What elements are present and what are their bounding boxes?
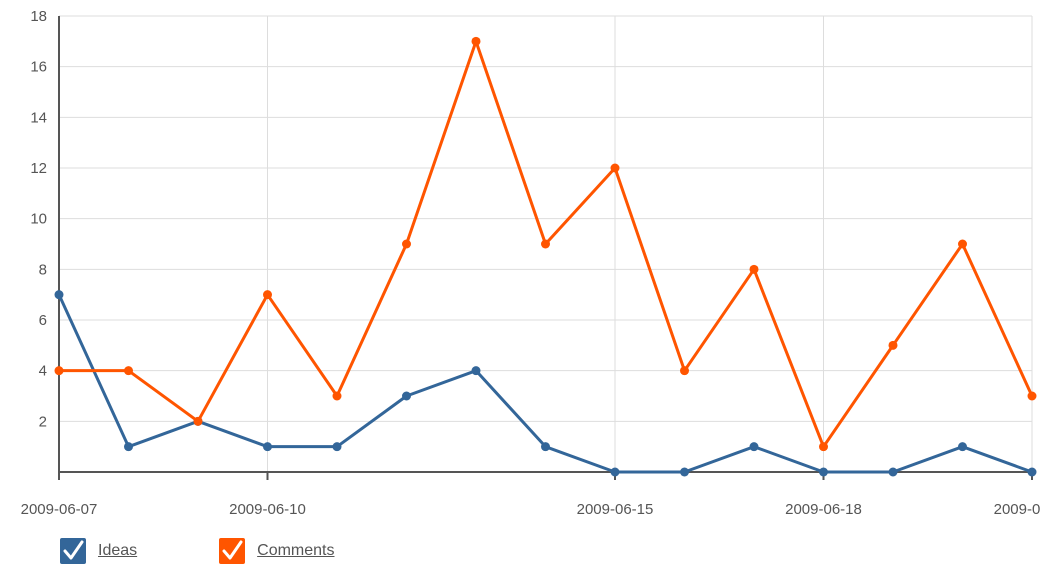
data-point-comments[interactable] [124, 366, 133, 376]
legend-label-ideas[interactable]: Ideas [98, 542, 138, 559]
x-tick-label: 2009-06-15 [577, 501, 654, 518]
y-tick-label: 10 [30, 211, 47, 228]
data-point-comments[interactable] [541, 239, 550, 249]
y-tick-label: 2 [39, 413, 47, 430]
data-point-comments[interactable] [888, 340, 898, 350]
legend-label-comments[interactable]: Comments [257, 542, 335, 559]
data-point-ideas[interactable] [610, 467, 620, 477]
data-point-comments[interactable] [680, 366, 689, 376]
data-point-ideas[interactable] [332, 442, 342, 452]
data-point-comments[interactable] [819, 442, 828, 452]
data-point-ideas[interactable] [263, 442, 272, 452]
data-point-ideas[interactable] [958, 442, 967, 452]
y-tick-label: 6 [39, 312, 47, 329]
x-tick-label: 2009-06-21 [994, 501, 1040, 518]
data-point-comments[interactable] [1027, 391, 1037, 401]
series-lines [54, 36, 1037, 477]
data-point-ideas[interactable] [54, 290, 64, 300]
chart-legend: Ideas Comments [60, 538, 417, 564]
data-point-ideas[interactable] [541, 442, 550, 452]
x-tick-label: 2009-06-07 [21, 501, 98, 518]
data-point-comments[interactable] [402, 239, 411, 249]
data-point-comments[interactable] [471, 36, 481, 46]
y-tick-label: 4 [39, 363, 47, 380]
data-point-comments[interactable] [332, 391, 342, 401]
data-point-comments[interactable] [749, 264, 759, 274]
series-ideas [54, 290, 1037, 477]
data-point-ideas[interactable] [749, 442, 759, 452]
data-point-comments[interactable] [610, 163, 620, 173]
data-point-comments[interactable] [958, 239, 967, 249]
gridlines [58, 15, 1033, 480]
y-axis-tick-labels: 18 16 14 12 10 8 6 4 2 [30, 8, 47, 430]
y-tick-label: 18 [30, 8, 47, 25]
data-point-ideas[interactable] [680, 467, 689, 477]
y-tick-label: 14 [30, 109, 47, 126]
checkmark-icon[interactable] [60, 538, 86, 564]
legend-item-ideas[interactable]: Ideas [60, 538, 137, 564]
x-tick-label: 2009-06-18 [785, 501, 862, 518]
x-axis-tick-labels: 2009-06-07 2009-06-10 2009-06-15 2009-06-18… [21, 501, 1040, 518]
data-point-ideas[interactable] [819, 467, 828, 477]
data-point-ideas[interactable] [402, 391, 411, 401]
y-tick-label: 12 [30, 160, 47, 177]
data-point-comments[interactable] [54, 366, 64, 376]
legend-item-comments[interactable]: Comments [219, 538, 335, 564]
y-tick-label: 8 [39, 261, 47, 278]
data-point-ideas[interactable] [1027, 467, 1037, 477]
data-point-comments[interactable] [263, 290, 272, 300]
data-point-ideas[interactable] [888, 467, 898, 477]
x-tick-label: 2009-06-10 [229, 501, 306, 518]
series-comments [54, 36, 1037, 452]
checkmark-icon[interactable] [219, 538, 246, 564]
data-point-comments[interactable] [193, 416, 203, 426]
y-tick-label: 16 [30, 59, 47, 76]
data-point-ideas[interactable] [471, 366, 481, 376]
data-point-ideas[interactable] [124, 442, 133, 452]
